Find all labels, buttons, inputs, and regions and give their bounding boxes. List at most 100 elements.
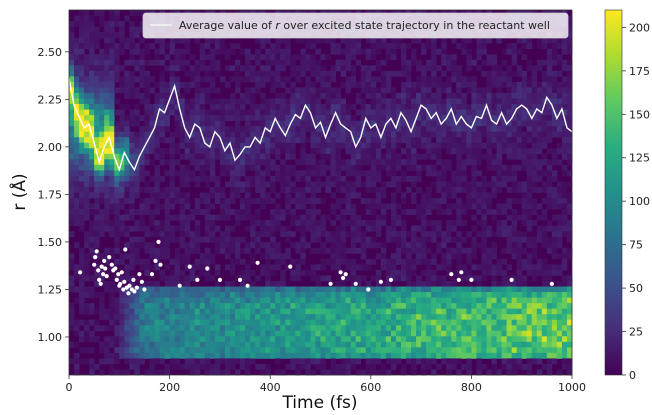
heatmap-cell xyxy=(395,358,402,365)
heatmap-cell xyxy=(69,81,75,88)
heatmap-cell xyxy=(290,81,296,88)
heatmap-cell xyxy=(395,341,402,348)
heatmap-cell xyxy=(400,126,407,133)
heatmap-cell xyxy=(340,131,347,138)
heatmap-cell xyxy=(144,269,150,276)
heatmap-cell xyxy=(456,87,462,94)
heatmap-cell xyxy=(375,330,382,337)
heatmap-cell xyxy=(431,275,437,282)
heatmap-cell xyxy=(516,303,523,310)
heatmap-cell xyxy=(204,98,211,105)
heatmap-cell xyxy=(310,148,316,155)
heatmap-cell xyxy=(516,81,523,88)
heatmap-cell xyxy=(204,198,211,204)
heatmap-cell xyxy=(431,253,437,260)
heatmap-cell xyxy=(330,347,336,354)
heatmap-cell xyxy=(99,59,105,66)
heatmap-cell xyxy=(360,352,367,359)
heatmap-cell xyxy=(365,308,372,315)
heatmap-cell xyxy=(179,153,186,160)
heatmap-cell xyxy=(224,341,231,348)
heatmap-cell xyxy=(310,358,316,365)
heatmap-cell xyxy=(516,126,523,133)
heatmap-cell xyxy=(114,153,120,160)
heatmap-cell xyxy=(360,292,367,298)
heatmap-cell xyxy=(426,280,432,287)
heatmap-cell xyxy=(536,81,543,88)
heatmap-cell xyxy=(159,325,165,332)
heatmap-cell xyxy=(431,181,437,188)
heatmap-cell xyxy=(310,303,316,310)
heatmap-cell xyxy=(234,352,241,359)
heatmap-cell xyxy=(159,369,165,376)
heatmap-cell xyxy=(395,231,402,238)
heatmap-cell xyxy=(406,148,412,155)
heatmap-cell xyxy=(109,120,115,127)
heatmap-cell xyxy=(300,65,306,72)
heatmap-cell xyxy=(360,231,367,238)
heatmap-cell xyxy=(174,159,181,166)
heatmap-cell xyxy=(340,104,347,110)
heatmap-cell xyxy=(114,186,120,193)
heatmap-cell xyxy=(250,104,256,110)
heatmap-cell xyxy=(546,264,553,271)
heatmap-cell xyxy=(74,297,80,304)
heatmap-cell xyxy=(481,131,487,138)
heatmap-cell xyxy=(89,292,95,298)
heatmap-cell xyxy=(506,76,513,83)
heatmap-cell xyxy=(406,81,412,88)
heatmap-cell xyxy=(345,159,352,166)
heatmap-cell xyxy=(285,59,291,66)
heatmap-cell xyxy=(94,269,100,276)
heatmap-cell xyxy=(350,264,357,271)
heatmap-cell xyxy=(265,308,271,315)
heatmap-cell xyxy=(285,286,291,293)
heatmap-cell xyxy=(280,131,286,138)
heatmap-cell xyxy=(546,225,553,232)
heatmap-cell xyxy=(194,203,201,210)
heatmap-cell xyxy=(395,286,402,293)
heatmap-cell xyxy=(79,142,85,149)
heatmap-cell xyxy=(104,203,110,210)
heatmap-cell xyxy=(335,120,342,127)
heatmap-cell xyxy=(335,153,342,160)
heatmap-cell xyxy=(345,347,352,354)
heatmap-cell xyxy=(320,76,326,83)
heatmap-cell xyxy=(275,54,281,61)
heatmap-cell xyxy=(270,292,276,298)
heatmap-cell xyxy=(89,15,95,22)
heatmap-cell xyxy=(340,81,347,88)
heatmap-cell xyxy=(380,247,387,254)
heatmap-cell xyxy=(194,247,201,254)
heatmap-cell xyxy=(375,126,382,133)
heatmap-cell xyxy=(375,269,382,276)
heatmap-cell xyxy=(250,303,256,310)
heatmap-cell xyxy=(199,347,206,354)
heatmap-cell xyxy=(199,170,206,177)
heatmap-cell xyxy=(104,48,110,55)
heatmap-cell xyxy=(134,292,140,298)
heatmap-cell xyxy=(144,48,150,55)
heatmap-cell xyxy=(169,59,176,66)
heatmap-cell xyxy=(214,181,221,188)
heatmap-cell xyxy=(521,325,528,332)
heatmap-cell xyxy=(541,269,548,276)
heatmap-cell xyxy=(451,308,457,315)
heatmap-cell xyxy=(546,247,553,254)
heatmap-cell xyxy=(546,76,553,83)
heatmap-cell xyxy=(164,198,170,204)
heatmap-cell xyxy=(516,236,523,243)
heatmap-cell xyxy=(199,286,206,293)
heatmap-cell xyxy=(164,203,170,210)
heatmap-cell xyxy=(516,336,523,343)
heatmap-cell xyxy=(300,286,306,293)
heatmap-cell xyxy=(204,330,211,337)
heatmap-cell xyxy=(441,175,447,182)
heatmap-cell xyxy=(144,258,150,265)
heatmap-cell xyxy=(506,120,513,127)
heatmap-cell xyxy=(395,131,402,138)
heatmap-cell xyxy=(159,76,165,83)
heatmap-cell xyxy=(511,153,518,160)
heatmap-cell xyxy=(119,142,125,149)
heatmap-cell xyxy=(446,54,452,61)
